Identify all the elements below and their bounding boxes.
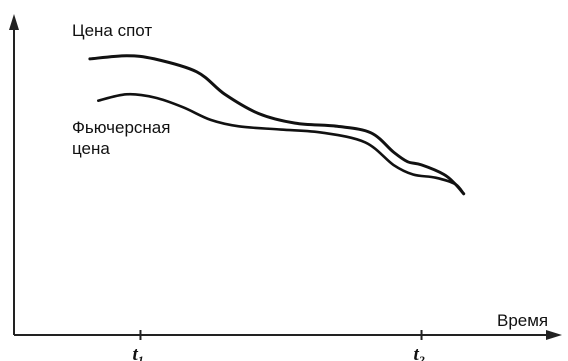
x-axis-label: Время (497, 311, 548, 330)
series-label-futures-line-1: Фьючерсная (72, 118, 170, 137)
axes (9, 14, 562, 340)
series-line-futures (97, 92, 465, 196)
series-label-spot-line: Цена спот (72, 21, 152, 40)
x-tick-label-2: t2 (414, 344, 425, 361)
series-line-spot (88, 54, 466, 196)
series-label-spot: Цена спот (72, 21, 152, 40)
series-layer (88, 54, 466, 196)
x-tick-label-1: t1 (132, 344, 143, 361)
series-label-futures: Фьючерсная цена (72, 118, 175, 158)
y-axis-arrow-icon (9, 14, 19, 30)
series-label-futures-line-2: цена (72, 139, 110, 158)
ticks-layer: t1 t2 (132, 330, 425, 361)
x-axis-arrow-icon (546, 330, 562, 340)
